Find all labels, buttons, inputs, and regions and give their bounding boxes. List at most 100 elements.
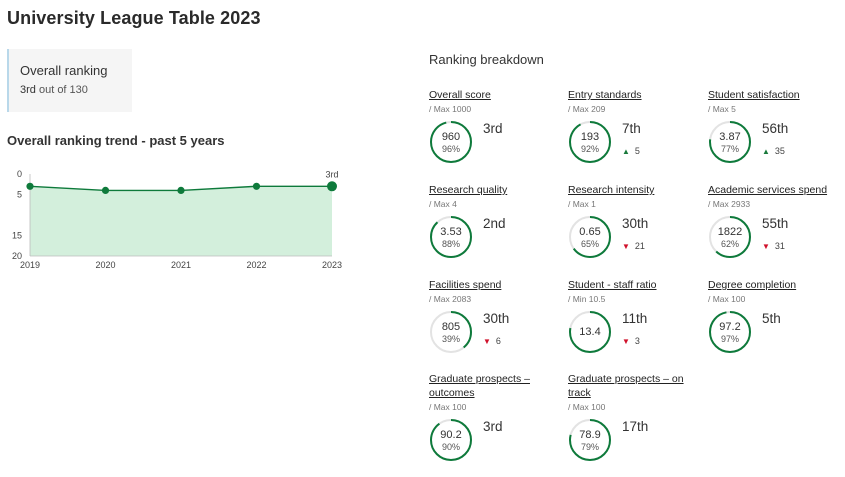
metric-change: ▼ 21 — [622, 241, 645, 251]
trend-point — [252, 182, 261, 190]
metric-max: / Max 100 — [429, 402, 467, 412]
metric-name-link[interactable]: Graduate prospects – on track — [568, 373, 684, 399]
metric-overall-score: Overall score / Max 1000 960 96% 3rd — [429, 88, 564, 168]
x-tick-label: 2022 — [246, 260, 266, 270]
metric-facilities-spend: Facilities spend / Max 2083 805 39% 30th ▼ 6 — [429, 278, 564, 358]
y-tick-label: 0 — [17, 169, 22, 179]
metric-degree-completion: Degree completion / Max 100 97.2 97% 5th — [708, 278, 843, 358]
x-tick-label: 2021 — [171, 260, 191, 270]
overall-ranking-label: Overall ranking — [20, 63, 108, 78]
score-ring-arc — [430, 121, 472, 163]
score-ring-arc — [430, 311, 472, 353]
metric-max: / Max 100 — [568, 402, 606, 412]
breakdown-title: Ranking breakdown — [429, 52, 544, 67]
score-ring-arc — [430, 216, 472, 258]
y-tick-label: 15 — [12, 231, 22, 241]
metric-value: 1822 — [717, 226, 743, 238]
metric-value: 13.4 — [579, 326, 601, 338]
metric-max: / Max 1000 — [429, 104, 472, 114]
metric-percent: 39% — [441, 334, 460, 344]
x-tick-label: 2020 — [95, 260, 115, 270]
score-ring-arc — [430, 419, 472, 461]
metric-name-link[interactable]: Graduate prospects – outcomes — [429, 373, 530, 399]
overall-ranking-value: 3rd out of 130 — [20, 84, 132, 96]
metric-rank: 55th — [762, 216, 789, 231]
metric-value: 3.53 — [440, 226, 462, 238]
x-tick-label: 2019 — [20, 260, 40, 270]
y-tick-label: 5 — [17, 190, 22, 200]
metric-name-link[interactable]: Entry standards — [568, 89, 642, 101]
metric-name-link[interactable]: Facilities spend — [429, 279, 502, 291]
metric-name-link[interactable]: Academic services spend — [708, 184, 828, 196]
metric-rank: 7th — [622, 121, 641, 136]
triangle-down-icon: ▼ — [622, 337, 630, 346]
metric-rank: 3rd — [483, 419, 503, 434]
metric-percent: 65% — [580, 239, 599, 249]
score-ring: 97.2 97% — [708, 310, 752, 354]
metric-academic-services-spend: Academic services spend / Max 2933 1822 62%… — [708, 183, 843, 263]
metric-rank: 17th — [622, 419, 649, 434]
metric-value: 90.2 — [440, 429, 462, 441]
trend-point — [177, 186, 185, 194]
metric-change: ▲ 35 — [762, 146, 785, 156]
metric-value: 193 — [580, 131, 600, 143]
metric-name-link[interactable]: Student - staff ratio — [568, 279, 657, 291]
metric-name-link[interactable]: Overall score — [429, 89, 491, 101]
triangle-down-icon: ▼ — [483, 337, 491, 346]
score-ring: 805 39% — [429, 310, 473, 354]
trend-point — [101, 186, 110, 194]
page-title: University League Table 2023 — [7, 8, 261, 28]
metric-change-value: 5 — [634, 146, 640, 156]
metric-rank: 5th — [762, 311, 781, 326]
metric-change-value: 6 — [495, 336, 501, 346]
score-ring: 1822 62% — [708, 215, 752, 259]
metric-max: / Max 2933 — [708, 199, 751, 209]
metric-student-satisfaction: Student satisfaction / Max 5 3.87 77% 56th ▲ 3… — [708, 88, 843, 168]
metric-value: 3.87 — [719, 131, 741, 143]
score-ring: 960 96% — [429, 120, 473, 164]
metric-change: ▼ 6 — [483, 336, 501, 346]
metric-name-link[interactable]: Research quality — [429, 184, 508, 196]
metric-max: / Max 100 — [708, 294, 746, 304]
metric-student-staff-ratio: Student - staff ratio / Min 10.5 13.4 11th ▼… — [568, 278, 703, 358]
metric-name-link[interactable]: Student satisfaction — [708, 89, 800, 101]
trend-point — [327, 181, 337, 192]
metric-rank: 30th — [483, 311, 510, 326]
score-ring: 0.65 65% — [568, 215, 612, 259]
metric-percent: 79% — [580, 442, 599, 452]
metric-max: / Max 5 — [708, 104, 736, 114]
metric-percent: 92% — [580, 144, 599, 154]
last-point-label: 3rd — [325, 169, 338, 179]
metric-change-value: 3 — [634, 336, 640, 346]
metric-percent: 96% — [441, 144, 460, 154]
metric-name-link[interactable]: Research intensity — [568, 184, 655, 196]
metric-entry-standards: Entry standards / Max 209 193 92% 7th ▲ 5 — [568, 88, 703, 168]
metric-max: / Max 2083 — [429, 294, 472, 304]
triangle-up-icon: ▲ — [622, 147, 630, 156]
metric-graduate-prospects-outcomes: Graduate prospects – outcomes / Max 100 90… — [429, 372, 564, 466]
triangle-up-icon: ▲ — [762, 147, 770, 156]
metric-change: ▼ 31 — [762, 241, 785, 251]
metric-change: ▼ 3 — [622, 336, 640, 346]
metric-value: 0.65 — [579, 226, 601, 238]
overall-rank: 3rd — [20, 84, 36, 96]
y-tick-label: 20 — [12, 251, 22, 261]
score-ring: 78.9 79% — [568, 418, 612, 462]
metric-percent: 77% — [720, 144, 739, 154]
metric-change-value: 35 — [774, 146, 785, 156]
triangle-down-icon: ▼ — [762, 242, 770, 251]
metric-name-link[interactable]: Degree completion — [708, 279, 797, 291]
metric-percent: 62% — [720, 239, 739, 249]
metric-value: 97.2 — [719, 321, 741, 333]
metric-max: / Min 10.5 — [568, 294, 606, 304]
metric-rank: 2nd — [483, 216, 506, 231]
metric-change: ▲ 5 — [622, 146, 640, 156]
score-ring-arc — [569, 419, 611, 461]
score-ring: 3.53 88% — [429, 215, 473, 259]
trend-area — [30, 186, 332, 256]
trend-point — [26, 182, 34, 190]
score-ring-arc — [709, 311, 751, 353]
metric-value: 960 — [441, 131, 461, 143]
metric-value: 78.9 — [579, 429, 601, 441]
